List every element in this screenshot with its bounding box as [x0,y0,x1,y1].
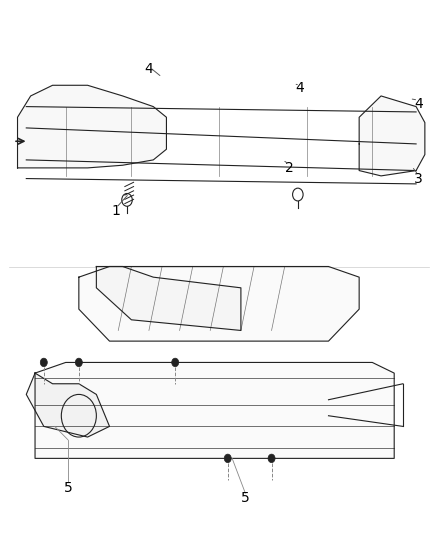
Text: 4: 4 [296,81,304,95]
Circle shape [268,454,275,463]
Text: 1: 1 [112,204,120,217]
Text: 3: 3 [414,172,423,185]
Polygon shape [18,85,166,168]
Circle shape [224,454,231,463]
Text: 2: 2 [285,161,293,175]
Circle shape [75,358,82,367]
Circle shape [172,358,179,367]
Text: 5: 5 [241,491,250,505]
Polygon shape [359,96,425,176]
Text: 4: 4 [145,62,153,76]
Text: 4: 4 [414,97,423,111]
Polygon shape [26,373,110,437]
Text: 5: 5 [64,481,72,495]
Circle shape [40,358,47,367]
